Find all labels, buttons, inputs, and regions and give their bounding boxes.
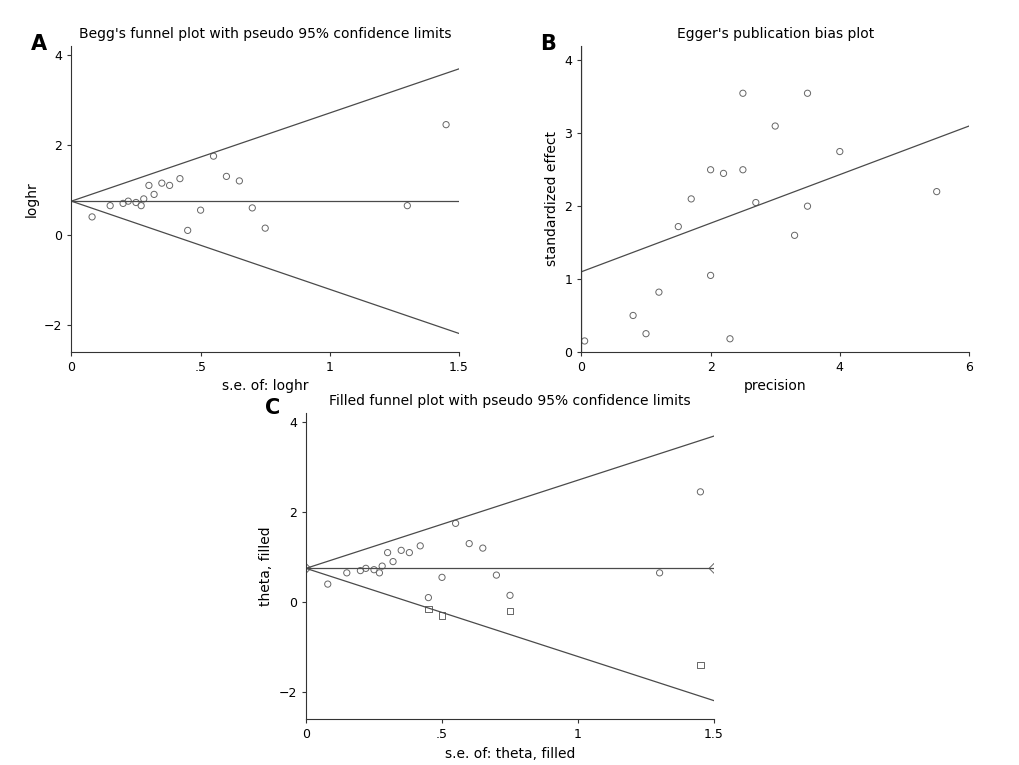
Point [625, 309, 641, 321]
Point [218, 171, 234, 183]
Point [374, 560, 390, 572]
Point [298, 562, 314, 575]
Point [786, 230, 802, 242]
Text: A: A [31, 34, 47, 54]
Point [501, 605, 518, 617]
Point [637, 327, 653, 340]
Point [433, 610, 449, 622]
Point [650, 286, 666, 298]
Point [447, 517, 464, 529]
Point [433, 571, 449, 584]
Point [141, 179, 157, 191]
Point [721, 333, 738, 345]
Point [398, 200, 415, 212]
Point [702, 164, 718, 176]
Point [244, 202, 260, 214]
Point [766, 120, 783, 132]
Point [702, 269, 718, 282]
Point [692, 659, 708, 671]
Point [352, 565, 368, 577]
Point [420, 591, 436, 604]
Point [127, 197, 144, 209]
Point [366, 564, 382, 576]
Point [358, 562, 374, 575]
Point [371, 567, 387, 579]
Point [205, 150, 221, 162]
Point [257, 222, 273, 234]
Point [474, 542, 490, 554]
Point [799, 200, 815, 213]
Point [231, 174, 248, 187]
Point [669, 220, 686, 233]
Point [437, 119, 453, 131]
Point [171, 173, 187, 185]
Point [705, 562, 721, 575]
Point [747, 197, 763, 209]
Point [400, 546, 417, 558]
Point [146, 188, 162, 200]
Point [120, 195, 137, 207]
Point [379, 546, 395, 558]
Point [683, 193, 699, 205]
X-axis label: s.e. of: theta, filled: s.e. of: theta, filled [444, 747, 575, 760]
Point [461, 538, 477, 550]
Title: Begg's funnel plot with pseudo 95% confidence limits: Begg's funnel plot with pseudo 95% confi… [78, 27, 451, 41]
Point [338, 567, 355, 579]
Point [576, 335, 592, 347]
Point [179, 224, 196, 236]
Text: B: B [540, 34, 556, 54]
Point [161, 179, 177, 191]
Y-axis label: loghr: loghr [24, 181, 39, 216]
Point [488, 569, 504, 581]
Point [651, 567, 667, 579]
Point [193, 204, 209, 216]
Y-axis label: standardized effect: standardized effect [544, 132, 558, 266]
Y-axis label: theta, filled: theta, filled [259, 526, 273, 606]
Point [501, 589, 518, 601]
Point [115, 197, 131, 210]
Point [132, 200, 149, 212]
Point [154, 177, 170, 189]
Point [830, 145, 847, 158]
Point [384, 555, 400, 568]
Title: Egger's publication bias plot: Egger's publication bias plot [676, 27, 873, 41]
Point [734, 87, 750, 99]
Point [84, 211, 100, 223]
Title: Filled funnel plot with pseudo 95% confidence limits: Filled funnel plot with pseudo 95% confi… [329, 394, 690, 408]
Point [102, 200, 118, 212]
Text: C: C [265, 398, 280, 418]
Point [420, 603, 436, 615]
X-axis label: precision: precision [743, 379, 806, 393]
Point [927, 185, 944, 197]
Point [714, 168, 731, 180]
X-axis label: s.e. of: loghr: s.e. of: loghr [222, 379, 308, 393]
Point [136, 193, 152, 205]
Point [692, 486, 708, 498]
Point [734, 164, 750, 176]
Point [392, 544, 409, 556]
Point [412, 540, 428, 552]
Point [319, 578, 335, 591]
Point [799, 87, 815, 99]
